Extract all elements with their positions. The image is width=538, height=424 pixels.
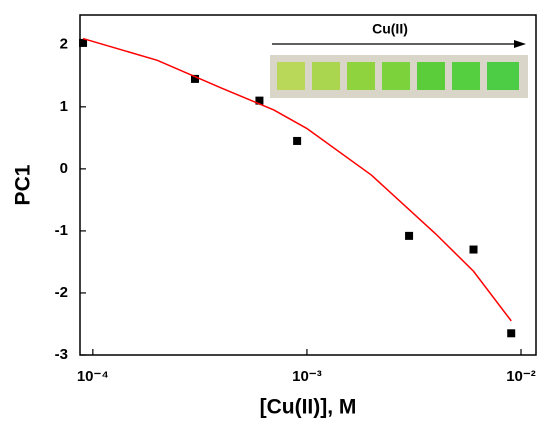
- arrow-head: [514, 40, 526, 48]
- y-tick-label: -3: [55, 346, 68, 363]
- swatch: [277, 62, 305, 90]
- x-axis-title: [Cu(II)], M: [260, 396, 357, 419]
- data-point: [79, 38, 88, 47]
- data-point: [293, 136, 302, 145]
- y-axis-title: PC1: [12, 164, 35, 205]
- plot-frame: [79, 14, 537, 356]
- x-tick-label: 10⁻³: [292, 368, 322, 385]
- data-point: [255, 96, 264, 105]
- swatch: [452, 62, 480, 90]
- swatch: [417, 62, 445, 90]
- y-tick-label: 0: [60, 160, 68, 177]
- data-point: [405, 231, 414, 240]
- swatch: [312, 62, 340, 90]
- x-tick-label: 10⁻⁴: [77, 368, 109, 385]
- fit-curve: [82, 37, 512, 322]
- annotation: Cu(II): [372, 21, 408, 37]
- y-tick-label: 2: [60, 36, 68, 53]
- y-tick-label: 1: [60, 98, 68, 115]
- y-tick-label: -1: [55, 222, 68, 239]
- y-tick-label: -2: [55, 284, 68, 301]
- swatch: [347, 62, 375, 90]
- data-point: [507, 329, 516, 338]
- inset-image: [270, 55, 528, 98]
- swatch: [382, 62, 410, 90]
- x-tick-label: 10⁻²: [506, 368, 536, 385]
- data-point: [190, 74, 199, 83]
- data-point: [469, 245, 478, 254]
- swatch: [487, 62, 519, 90]
